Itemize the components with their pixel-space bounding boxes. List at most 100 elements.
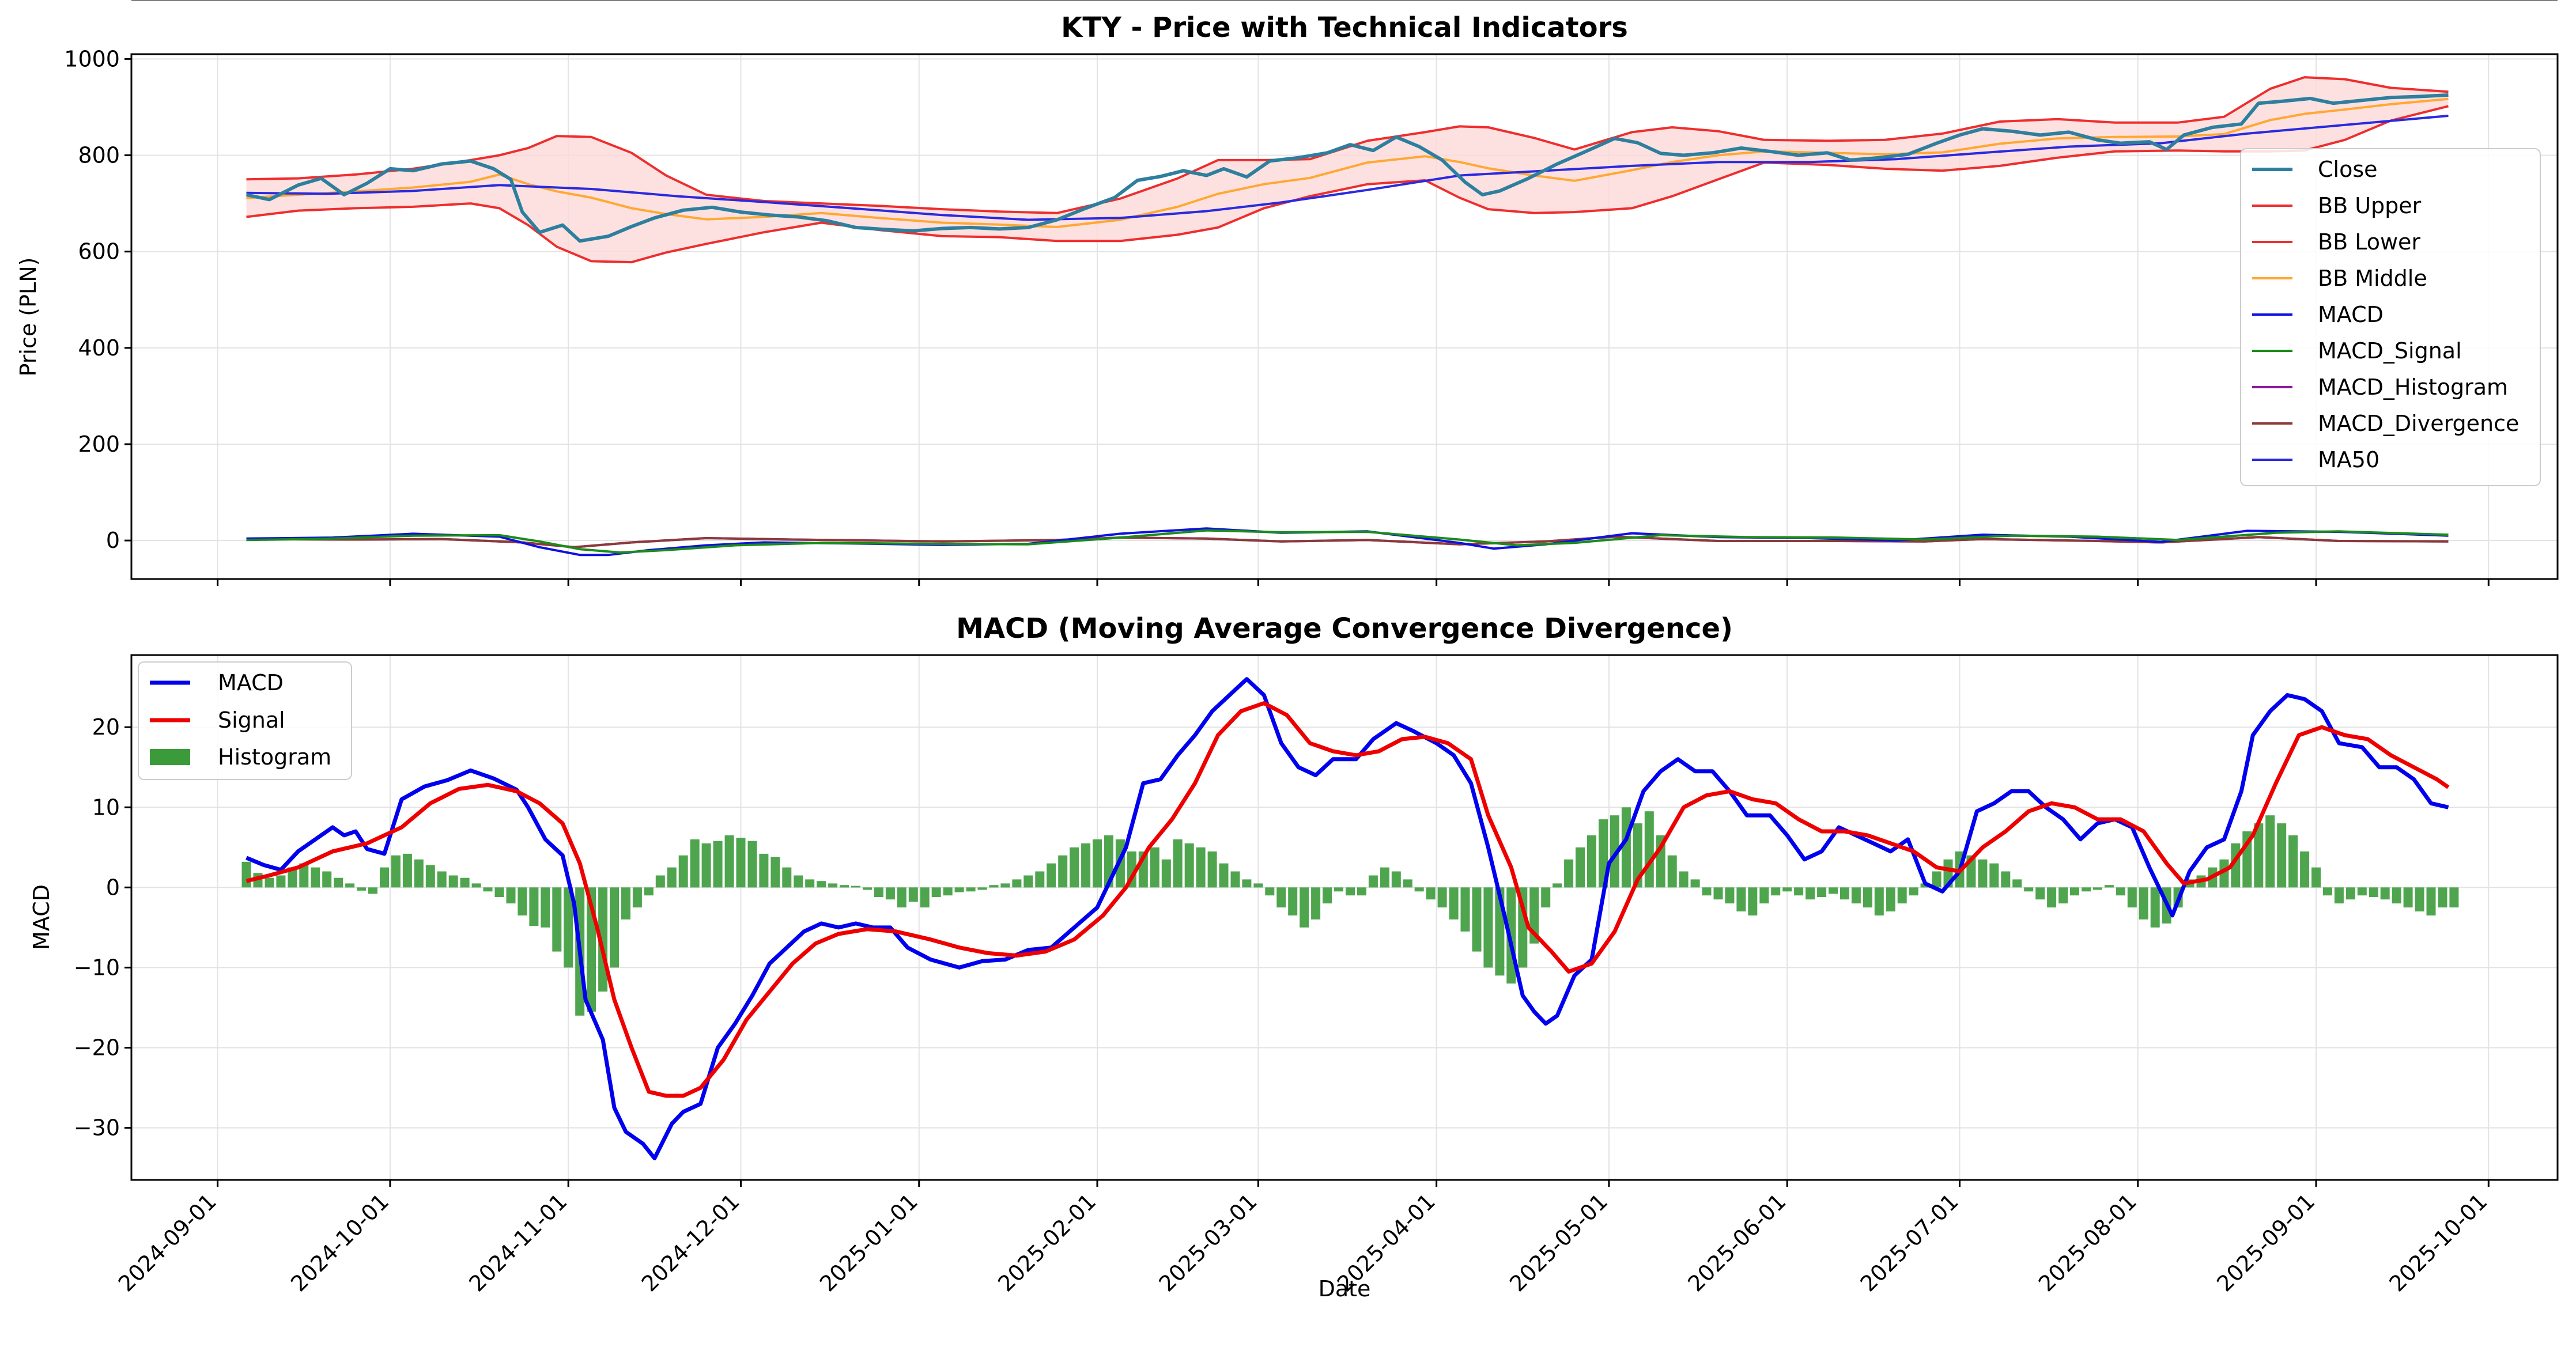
histogram-bar [437,871,447,888]
histogram-bar [2449,887,2459,908]
histogram-bar [541,887,550,928]
macd-lines [245,677,2450,1160]
histogram-bar [1012,879,1022,888]
histogram-bar [1782,887,1792,892]
macd-y-axis-label: MACD [29,884,54,950]
histogram-bar [1334,887,1343,892]
y-tick-label: 10 [92,794,120,820]
y-tick-label: 1000 [64,46,120,71]
histogram-bar [2092,887,2102,890]
legend-label-close: Close [2318,157,2378,182]
histogram-bar [885,887,895,900]
histogram-bar [1437,887,1447,908]
price-lines [245,76,2449,557]
histogram-bar [1207,851,1217,888]
histogram-bar [1610,815,1619,888]
legend-item-macd: MACD [2252,302,2384,327]
histogram-bar [1840,887,1849,900]
legend-label-macd-divergence: MACD_Divergence [2318,411,2519,436]
histogram-bar [1564,859,1574,888]
legend-item-ma50: MA50 [2252,447,2379,472]
histogram-bar [1323,887,1332,904]
histogram-bar [402,853,412,888]
histogram-bar [954,887,964,892]
histogram-bar [1541,887,1551,908]
histogram-bar [2415,887,2424,911]
histogram-bar [448,875,458,888]
histogram-bar [1150,847,1159,888]
histogram-bar [357,887,367,891]
histogram-bar [632,887,642,908]
histogram-bar [805,879,815,888]
histogram-bar [1863,887,1872,908]
histogram-bar [529,887,539,926]
histogram-bar [840,885,849,888]
histogram-bar [1403,879,1412,888]
histogram-bar [1161,859,1171,888]
histogram-bar [1391,871,1401,888]
histogram-bar [817,881,826,888]
histogram-bar [2392,887,2401,904]
y-tick-label: −10 [74,955,120,980]
histogram-bar [552,887,562,952]
price-legend-box [2240,148,2541,486]
histogram-bar [1794,887,1804,896]
legend-item-bb-lower: BB Lower [2252,229,2420,255]
histogram-bar [1230,871,1240,888]
legend-label-signal: Signal [218,707,285,733]
histogram-bar [1357,887,1366,896]
histogram-bar [391,855,401,888]
histogram-bar [483,887,493,892]
histogram-bar [667,867,677,888]
legend-label-macd-signal: MACD_Signal [2318,338,2462,364]
histogram-bar [874,887,883,897]
histogram-bar [2426,887,2436,915]
histogram-bar [2058,887,2068,904]
histogram-bar [1093,839,1102,888]
histogram-bar [690,839,700,888]
y-tick-label: 0 [106,875,120,900]
histogram-bar [828,883,838,888]
histogram-bar [1000,883,1010,888]
histogram-bar [1989,863,1999,888]
histogram-bar [2047,887,2057,908]
histogram-bar [1184,843,1194,888]
histogram-bar [1058,855,1068,888]
histogram-bar [759,853,769,888]
histogram-bar [2288,835,2298,888]
histogram-bar [1897,887,1907,904]
histogram-bar [1759,887,1769,904]
y-tick-label: −20 [74,1035,120,1061]
histogram-bar [908,887,918,902]
histogram-bar [2254,823,2264,888]
histogram-bar [380,867,389,888]
legend-label-ma50: MA50 [2318,447,2379,472]
histogram-bar [1346,887,1355,896]
histogram-bar [276,875,286,888]
histogram-bar [1518,887,1528,968]
histogram-bar [414,859,424,888]
histogram-bar [747,841,757,888]
series-line-ma50 [246,115,2449,221]
histogram-bar [736,838,746,888]
histogram-bar [1713,887,1723,900]
histogram-bar [1081,843,1091,888]
histogram-bar [943,887,953,896]
histogram-bar [506,887,516,904]
histogram-bar [1276,887,1286,908]
histogram-bar [2012,879,2022,888]
histogram-bar [1368,875,1378,888]
histogram-bar [1288,887,1298,915]
histogram-bar [897,887,906,908]
legend-swatch-histogram [150,749,190,765]
histogram-bar [241,861,251,888]
histogram-bar [1932,871,1942,888]
histogram-bar [299,863,309,888]
histogram-bar [1702,887,1712,896]
histogram-bar [368,887,377,894]
histogram-bar [1553,883,1562,888]
histogram-bar [460,877,470,888]
x-axis-label: Date [1319,1276,1371,1301]
histogram-bar [1414,887,1424,892]
